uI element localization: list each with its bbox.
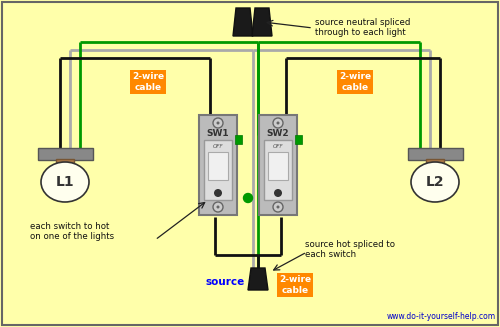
Polygon shape <box>233 8 253 36</box>
Bar <box>426 159 444 169</box>
Circle shape <box>214 189 222 197</box>
Bar <box>235 135 242 144</box>
Circle shape <box>273 118 283 128</box>
Bar <box>208 152 228 180</box>
Text: www.do-it-yourself-help.com: www.do-it-yourself-help.com <box>387 312 496 321</box>
Ellipse shape <box>41 162 89 202</box>
Circle shape <box>274 189 282 197</box>
Bar <box>408 148 463 160</box>
Circle shape <box>216 205 220 209</box>
Circle shape <box>276 205 280 209</box>
Circle shape <box>276 122 280 125</box>
Text: source neutral spliced
through to each light: source neutral spliced through to each l… <box>315 18 410 37</box>
Circle shape <box>213 202 223 212</box>
Circle shape <box>416 151 424 159</box>
Text: SW2: SW2 <box>266 129 289 137</box>
Bar <box>199 115 237 215</box>
Text: 2-wire
cable: 2-wire cable <box>339 72 371 92</box>
Circle shape <box>213 118 223 128</box>
Text: 2-wire
cable: 2-wire cable <box>132 72 164 92</box>
Bar <box>38 148 93 160</box>
Ellipse shape <box>411 162 459 202</box>
Text: source: source <box>206 277 245 287</box>
Text: OFF: OFF <box>272 145 283 149</box>
Polygon shape <box>248 268 268 290</box>
Text: OFF: OFF <box>212 145 224 149</box>
Circle shape <box>76 151 84 159</box>
Circle shape <box>216 122 220 125</box>
Text: L2: L2 <box>426 175 444 189</box>
Bar <box>259 115 297 215</box>
Text: each switch to hot
on one of the lights: each switch to hot on one of the lights <box>30 222 114 241</box>
Bar <box>204 140 232 200</box>
Text: L1: L1 <box>56 175 74 189</box>
Bar <box>56 159 74 169</box>
Circle shape <box>244 194 252 202</box>
Polygon shape <box>252 8 272 36</box>
Text: source hot spliced to
each switch: source hot spliced to each switch <box>305 240 395 259</box>
Bar <box>264 140 292 200</box>
Text: 2-wire
cable: 2-wire cable <box>279 275 311 295</box>
Circle shape <box>273 202 283 212</box>
Bar <box>295 135 302 144</box>
Bar <box>268 152 288 180</box>
Text: SW1: SW1 <box>206 129 230 137</box>
